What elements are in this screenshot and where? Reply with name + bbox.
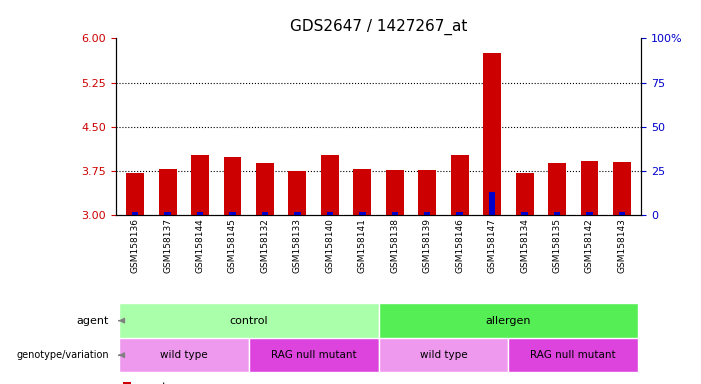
Text: count: count <box>135 382 167 384</box>
Bar <box>353 169 372 215</box>
Bar <box>158 169 177 215</box>
Bar <box>359 212 365 215</box>
Text: genotype/variation: genotype/variation <box>16 350 109 360</box>
Bar <box>548 163 566 215</box>
Text: control: control <box>229 316 268 326</box>
Bar <box>619 212 625 215</box>
Bar <box>392 212 398 215</box>
Bar <box>132 212 138 215</box>
Text: allergen: allergen <box>486 316 531 326</box>
Bar <box>294 212 301 215</box>
Bar <box>451 155 468 215</box>
Bar <box>123 382 131 384</box>
Text: RAG null mutant: RAG null mutant <box>531 350 616 360</box>
Text: wild type: wild type <box>160 350 207 360</box>
Bar <box>516 173 533 215</box>
Bar <box>289 171 306 215</box>
Bar <box>164 212 171 215</box>
Bar <box>379 338 508 372</box>
Bar <box>424 212 430 215</box>
Bar <box>554 212 560 215</box>
Bar <box>456 212 463 215</box>
Bar <box>119 303 379 338</box>
Text: RAG null mutant: RAG null mutant <box>271 350 356 360</box>
Bar <box>256 163 274 215</box>
Bar <box>191 155 209 215</box>
Bar <box>224 157 241 215</box>
Bar <box>197 212 203 215</box>
Bar <box>418 170 436 215</box>
Text: wild type: wild type <box>420 350 468 360</box>
Bar <box>327 212 333 215</box>
Bar <box>119 338 249 372</box>
Bar <box>249 338 379 372</box>
Bar <box>580 161 599 215</box>
Bar <box>613 162 631 215</box>
Bar <box>261 212 268 215</box>
Text: agent: agent <box>76 316 109 326</box>
Bar <box>483 53 501 215</box>
Bar <box>586 212 593 215</box>
Bar <box>321 155 339 215</box>
Bar <box>126 173 144 215</box>
Bar <box>379 303 638 338</box>
Bar <box>522 212 528 215</box>
Bar <box>489 192 496 215</box>
Bar <box>508 338 638 372</box>
Bar <box>386 170 404 215</box>
Bar <box>229 212 236 215</box>
Text: GDS2647 / 1427267_at: GDS2647 / 1427267_at <box>290 19 468 35</box>
